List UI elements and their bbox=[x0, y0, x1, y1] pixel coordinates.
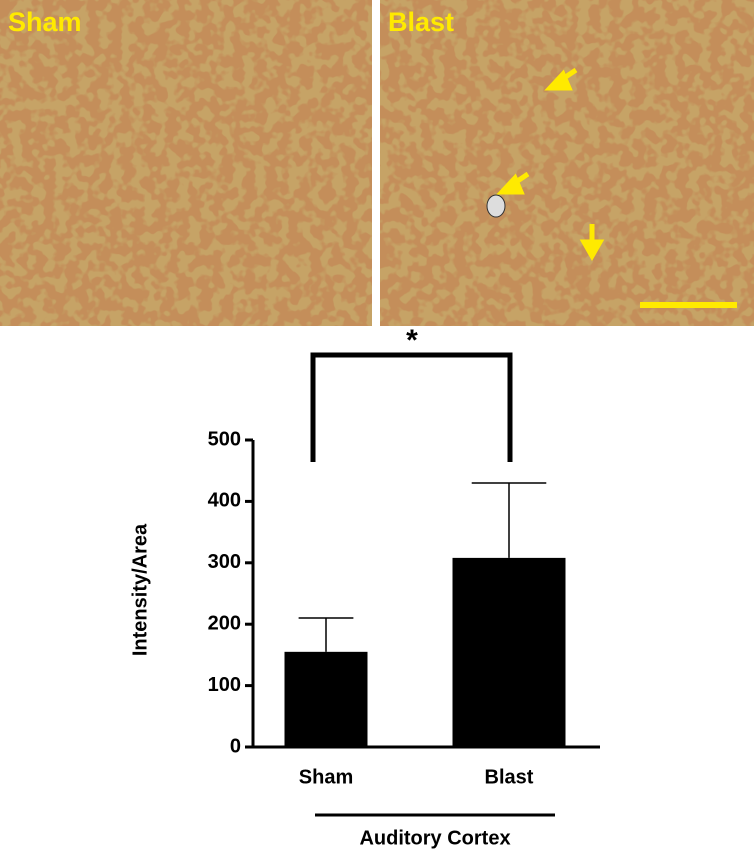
y-tick-label: 0 bbox=[230, 735, 241, 757]
micrograph-image bbox=[380, 0, 754, 326]
bar bbox=[452, 557, 566, 747]
micrograph-sham: Sham bbox=[0, 0, 372, 326]
y-tick-label: 300 bbox=[208, 551, 241, 573]
scale-bar bbox=[640, 302, 737, 308]
group-label: Auditory Cortex bbox=[359, 827, 510, 849]
significance-bracket bbox=[310, 352, 513, 462]
panel-label: Sham bbox=[8, 7, 82, 37]
vessel bbox=[486, 194, 506, 218]
y-axis-label: Intensity/Area bbox=[129, 523, 151, 656]
panel-label: Blast bbox=[388, 7, 454, 37]
x-tick-label: Blast bbox=[485, 766, 534, 788]
arrows bbox=[496, 67, 605, 262]
y-tick-label: 400 bbox=[208, 490, 241, 512]
y-tick-label: 200 bbox=[208, 612, 241, 634]
bar bbox=[284, 651, 368, 747]
micrograph-blast: Blast bbox=[380, 0, 754, 326]
y-tick-label: 500 bbox=[208, 428, 241, 450]
micrograph-image bbox=[0, 0, 372, 326]
x-tick-label: Sham bbox=[299, 766, 353, 788]
significance: * bbox=[406, 324, 418, 357]
y-tick-label: 100 bbox=[208, 674, 241, 696]
